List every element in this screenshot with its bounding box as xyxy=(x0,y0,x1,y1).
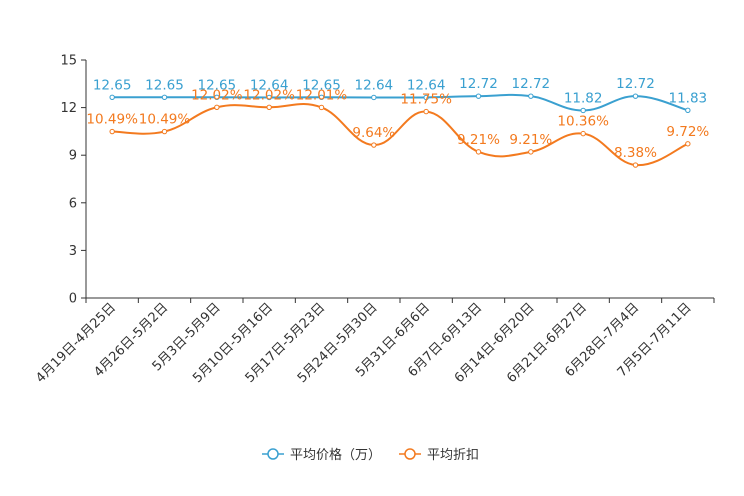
data-label-avg-discount: 9.64% xyxy=(352,125,395,141)
point-avg-price[interactable] xyxy=(318,94,325,100)
data-label-avg-discount: 10.36% xyxy=(557,114,609,130)
data-labels: 12.65 12.65 12.65 12.64 12.65 12.64 12.64 12.72… xyxy=(86,76,709,161)
point-avg-price[interactable] xyxy=(214,94,220,100)
point-avg-discount[interactable] xyxy=(423,108,429,115)
point-avg-discount[interactable] xyxy=(109,128,115,135)
data-label-avg-price: 12.72 xyxy=(512,76,551,92)
point-avg-price[interactable] xyxy=(109,94,115,100)
point-avg-discount[interactable] xyxy=(266,104,272,110)
data-label-avg-price: 12.65 xyxy=(302,77,341,93)
point-avg-discount[interactable] xyxy=(632,162,639,168)
point-avg-discount[interactable] xyxy=(475,149,482,155)
y-tick-label: 6 xyxy=(69,196,77,211)
y-tick-label: 15 xyxy=(60,54,77,69)
point-avg-discount[interactable] xyxy=(161,128,168,135)
y-tick-label: 0 xyxy=(69,292,77,307)
point-avg-discount[interactable] xyxy=(214,104,220,110)
data-label-avg-discount: 10.49% xyxy=(86,112,138,128)
data-label-avg-price: 12.72 xyxy=(616,76,655,92)
point-avg-price[interactable] xyxy=(371,94,377,101)
series-line-avg-price xyxy=(112,93,689,112)
legend-label: 平均价格（万） xyxy=(290,447,381,463)
data-label-avg-price: 12.65 xyxy=(145,77,184,93)
data-label-avg-price: 12.65 xyxy=(198,77,237,93)
y-tick-label: 12 xyxy=(60,101,77,116)
data-label-avg-price: 11.82 xyxy=(564,90,603,106)
legend-item-avg-discount[interactable]: 平均折扣 xyxy=(399,448,479,463)
data-label-avg-discount: 9.21% xyxy=(457,132,500,148)
legend-marker-icon xyxy=(404,448,416,460)
y-tick-label: 9 xyxy=(69,149,77,164)
point-avg-price[interactable] xyxy=(528,93,534,99)
data-label-avg-discount: 12.01% xyxy=(296,87,348,103)
legend-marker-icon xyxy=(267,448,279,460)
legend-item-avg-price[interactable]: 平均价格（万） xyxy=(262,447,381,463)
point-avg-discount[interactable] xyxy=(685,141,691,147)
point-avg-price[interactable] xyxy=(161,94,168,100)
axes: 036912154月19日-4月25日4月26日-5月2日5月3日-5月9日5月… xyxy=(33,54,715,386)
legend[interactable]: 平均价格（万） 平均折扣 xyxy=(262,447,479,463)
point-avg-price[interactable] xyxy=(266,94,272,101)
point-avg-discount[interactable] xyxy=(318,104,325,111)
data-label-avg-discount: 9.72% xyxy=(666,124,709,140)
data-label-avg-discount: 12.02% xyxy=(191,87,243,103)
point-avg-discount[interactable] xyxy=(580,130,586,137)
data-label-avg-price: 12.64 xyxy=(250,77,289,93)
data-label-avg-price: 12.65 xyxy=(93,77,132,93)
point-avg-discount[interactable] xyxy=(371,142,377,148)
point-avg-price[interactable] xyxy=(632,93,639,99)
data-label-avg-price: 12.64 xyxy=(407,77,446,93)
data-label-avg-discount: 8.38% xyxy=(614,145,657,161)
y-tick-label: 3 xyxy=(69,244,77,259)
data-label-avg-discount: 11.75% xyxy=(400,92,452,108)
data-label-avg-discount: 9.21% xyxy=(509,132,552,148)
data-label-avg-price: 12.64 xyxy=(355,77,394,93)
data-label-avg-discount: 12.02% xyxy=(243,87,295,103)
data-label-avg-price: 11.83 xyxy=(669,90,708,106)
data-label-avg-discount: 10.49% xyxy=(139,112,191,128)
point-avg-discount[interactable] xyxy=(528,149,534,155)
point-avg-price[interactable] xyxy=(423,94,429,101)
data-label-avg-price: 12.72 xyxy=(459,76,498,92)
point-avg-price[interactable] xyxy=(685,107,691,113)
series-layer xyxy=(109,93,691,168)
point-avg-price[interactable] xyxy=(475,93,482,99)
legend-label: 平均折扣 xyxy=(427,448,479,463)
point-avg-price[interactable] xyxy=(580,107,586,114)
